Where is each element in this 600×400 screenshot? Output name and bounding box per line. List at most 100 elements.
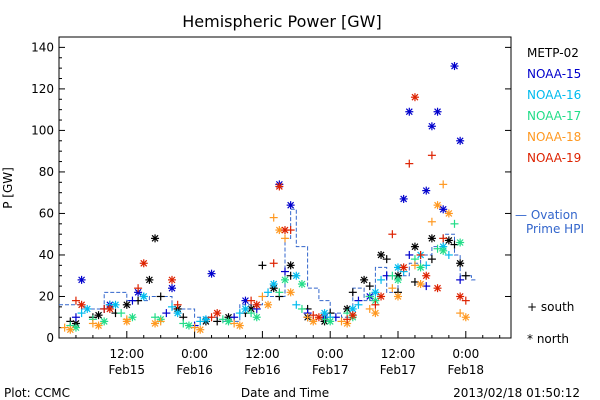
south-marker xyxy=(337,317,346,326)
north-marker xyxy=(269,280,278,289)
north-marker xyxy=(286,288,295,297)
south-marker xyxy=(456,309,465,318)
north-marker xyxy=(235,321,244,330)
south-marker xyxy=(377,275,386,284)
north-marker xyxy=(416,280,425,289)
south-marker xyxy=(433,244,442,253)
north-marker xyxy=(286,261,295,270)
north-marker xyxy=(168,275,176,284)
x-tick-date-label: Feb18 xyxy=(448,363,485,377)
south-marker xyxy=(354,300,363,309)
south-marker xyxy=(456,275,465,284)
south-marker xyxy=(422,261,431,270)
north-marker xyxy=(151,234,160,243)
north-marker xyxy=(394,292,402,301)
ovation-label-line2: Prime HPI xyxy=(526,222,584,236)
north-marker xyxy=(439,246,448,255)
y-tick-label: 120 xyxy=(31,82,54,96)
north-marker xyxy=(168,284,176,293)
x-tick-time-label: 12:00 xyxy=(110,347,145,361)
south-marker xyxy=(388,284,397,293)
south-marker xyxy=(60,323,69,332)
north-marker xyxy=(224,317,233,326)
north-marker xyxy=(122,317,131,326)
north-marker xyxy=(275,182,284,191)
south-marker xyxy=(156,292,165,301)
north-marker xyxy=(281,226,289,235)
north-marker xyxy=(196,325,205,334)
x-tick-time-label: 12:00 xyxy=(381,347,416,361)
north-marker xyxy=(360,275,369,284)
north-marker xyxy=(173,309,182,318)
y-tick-label: 20 xyxy=(39,289,54,303)
north-marker xyxy=(83,304,92,313)
north-marker xyxy=(422,186,431,195)
x-tick-date-label: Feb17 xyxy=(312,363,349,377)
north-marker xyxy=(292,271,301,280)
north-marker xyxy=(139,259,148,268)
north-marker xyxy=(145,275,154,284)
north-marker xyxy=(105,304,114,313)
south-marker xyxy=(303,313,312,322)
south-marker xyxy=(450,240,459,249)
footer-plot-source: Plot: CCMC xyxy=(4,386,70,400)
south-marker xyxy=(416,250,425,259)
south-marker xyxy=(218,315,227,324)
north-marker xyxy=(461,313,470,322)
series-legend: METP-02 NOAA-15 NOAA-16 NOAA-17 NOAA-18 NOAA-… xyxy=(527,46,581,165)
south-marker xyxy=(275,288,284,297)
north-marker xyxy=(77,275,86,284)
north-marker xyxy=(241,304,250,313)
south-marker xyxy=(269,213,278,222)
north-marker xyxy=(66,325,75,334)
south-marker-legend: + south xyxy=(527,300,574,314)
x-tick-time-label: 0:00 xyxy=(452,347,479,361)
south-marker xyxy=(461,296,470,305)
north-marker xyxy=(433,284,442,293)
north-marker xyxy=(444,209,453,218)
south-marker xyxy=(439,234,448,243)
south-marker xyxy=(71,313,80,322)
south-marker xyxy=(365,304,374,313)
south-marker xyxy=(450,219,459,228)
north-marker xyxy=(100,317,109,326)
south-marker xyxy=(388,230,397,239)
x-tick-date-label: Feb15 xyxy=(109,363,146,377)
north-marker xyxy=(128,313,137,322)
south-marker xyxy=(156,317,165,326)
south-marker xyxy=(371,300,380,309)
south-marker xyxy=(405,159,414,168)
legend-entry: NOAA-16 xyxy=(527,88,581,102)
north-marker xyxy=(399,263,408,272)
south-marker xyxy=(343,315,352,324)
south-marker xyxy=(410,277,419,286)
chart-title: Hemispheric Power [GW] xyxy=(182,12,381,31)
south-marker xyxy=(235,309,244,318)
north-marker xyxy=(94,311,103,320)
south-marker xyxy=(388,271,397,280)
y-tick-label: 60 xyxy=(39,206,54,220)
south-marker xyxy=(179,319,188,328)
south-marker xyxy=(258,292,267,301)
south-marker xyxy=(405,250,414,259)
south-marker xyxy=(168,302,176,311)
data-markers xyxy=(60,62,470,334)
north-marker xyxy=(456,238,465,247)
north-marker xyxy=(264,300,273,309)
south-marker xyxy=(427,217,436,226)
legend-entry: NOAA-19 xyxy=(527,151,581,165)
north-marker xyxy=(405,107,414,116)
ovation-step-line xyxy=(59,208,478,322)
south-marker xyxy=(292,300,301,309)
x-tick-date-label: Feb16 xyxy=(244,363,281,377)
legend-entry: NOAA-15 xyxy=(527,67,581,81)
north-marker xyxy=(252,313,261,322)
north-marker xyxy=(275,226,284,235)
north-marker xyxy=(427,234,436,243)
south-marker xyxy=(365,292,374,301)
south-marker xyxy=(162,309,171,318)
north-marker xyxy=(450,62,459,71)
north-marker xyxy=(241,296,250,305)
north-marker xyxy=(377,250,386,259)
